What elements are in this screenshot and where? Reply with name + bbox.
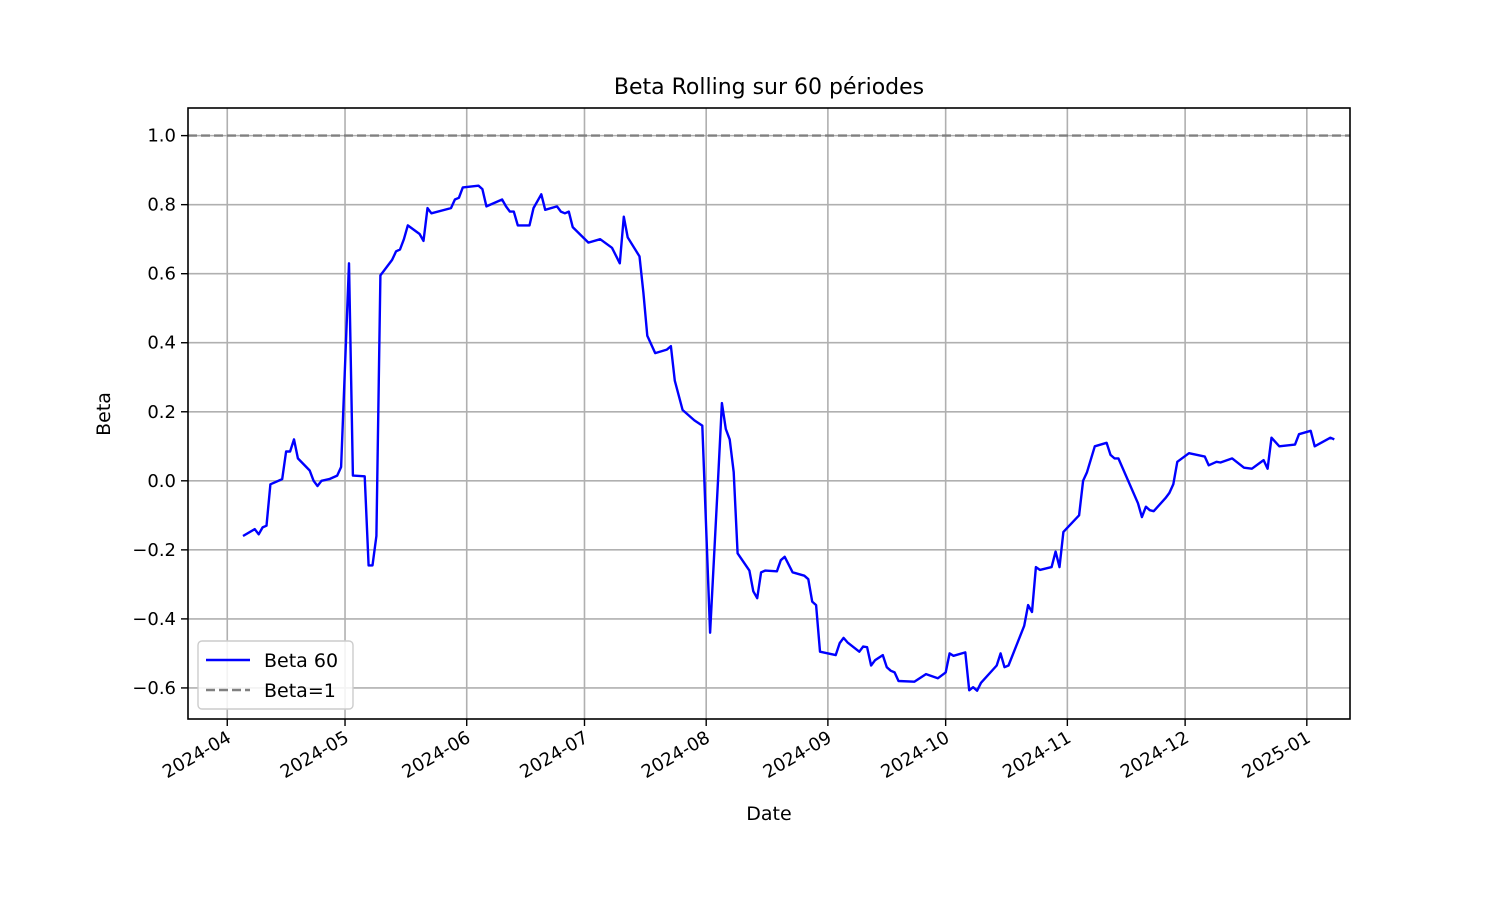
- y-tick-label: 0.0: [147, 471, 176, 492]
- series-line-beta-60: [242, 184, 1335, 692]
- y-tick-label: −0.2: [132, 540, 176, 561]
- y-tick-label: 0.8: [147, 195, 176, 216]
- legend: Beta 60 Beta=1: [197, 640, 354, 710]
- y-tick-label: 0.4: [147, 333, 176, 354]
- legend-box: [197, 640, 354, 710]
- y-tick-label: −0.4: [132, 609, 176, 630]
- legend-label-beta-1: Beta=1: [264, 680, 336, 702]
- chart-title: Beta Rolling sur 60 périodes: [614, 75, 924, 100]
- x-axis-title: Date: [746, 803, 791, 825]
- y-tick-label: 1.0: [147, 126, 176, 147]
- plot-frame: [187, 107, 1351, 720]
- series-layer: [188, 134, 1350, 692]
- y-axis-title: Beta: [93, 392, 115, 436]
- y-tick-label: −0.6: [132, 678, 176, 699]
- legend-label-beta-60: Beta 60: [264, 650, 338, 672]
- y-tick-label: 0.2: [147, 402, 176, 423]
- y-tick-label: 0.6: [147, 264, 176, 285]
